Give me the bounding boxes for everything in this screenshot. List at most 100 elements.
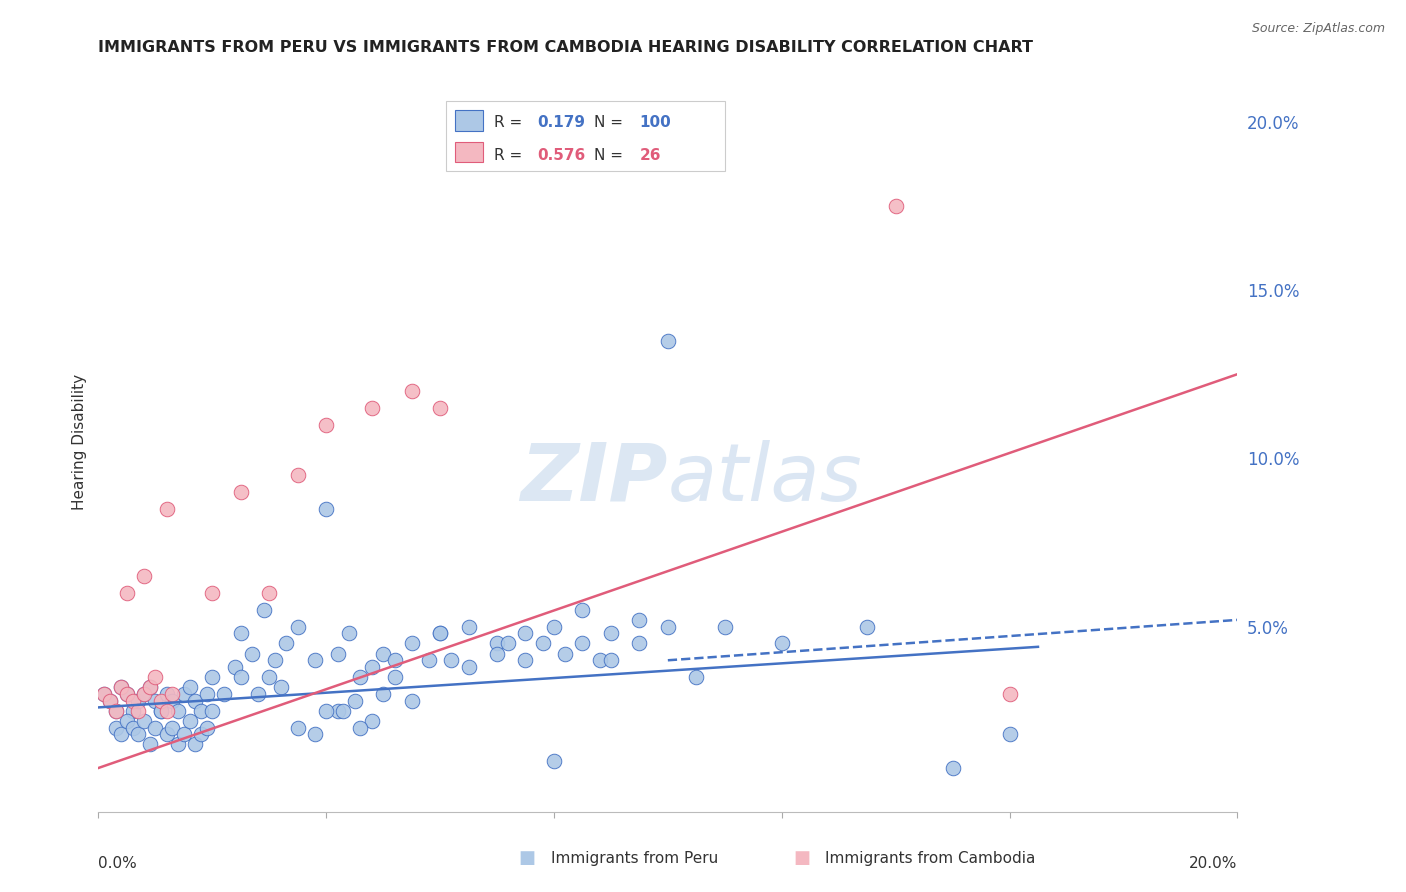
Point (429, 401, 451, 415)
Point (162, 694, 184, 708)
Point (349, 670, 371, 684)
Text: IMMIGRANTS FROM PERU VS IMMIGRANTS FROM CAMBODIA HEARING DISABILITY CORRELATION : IMMIGRANTS FROM PERU VS IMMIGRANTS FROM … (98, 40, 1033, 55)
Text: Immigrants from Peru: Immigrants from Peru (551, 851, 718, 865)
Point (401, 694, 423, 708)
Point (543, 754, 565, 768)
Point (360, 714, 382, 728)
Point (156, 501, 179, 516)
Point (150, 704, 173, 718)
Point (349, 721, 371, 735)
Point (856, 619, 879, 633)
Point (104, 704, 127, 718)
Point (884, 199, 907, 213)
Point (998, 727, 1021, 741)
Point (270, 680, 292, 694)
Point (121, 721, 143, 735)
Point (498, 636, 520, 650)
Point (373, 687, 395, 701)
Point (138, 680, 160, 694)
Point (184, 738, 207, 752)
FancyBboxPatch shape (456, 110, 484, 130)
Text: ZIP: ZIP (520, 440, 668, 517)
Point (457, 660, 479, 674)
Point (93, 687, 115, 701)
Point (326, 704, 349, 718)
Point (401, 384, 423, 398)
Point (657, 619, 679, 633)
Point (127, 727, 149, 741)
Point (259, 586, 281, 600)
Point (179, 680, 201, 694)
Point (287, 619, 309, 633)
Point (418, 653, 440, 667)
Text: N =: N = (593, 147, 627, 162)
Point (384, 670, 406, 684)
Point (195, 721, 218, 735)
Point (127, 694, 149, 708)
Point (156, 727, 179, 741)
Point (304, 653, 326, 667)
Point (685, 670, 707, 684)
Point (145, 694, 167, 708)
Point (190, 727, 212, 741)
Text: Source: ZipAtlas.com: Source: ZipAtlas.com (1251, 22, 1385, 36)
Point (212, 687, 235, 701)
Point (201, 586, 224, 600)
Point (515, 653, 537, 667)
Point (401, 636, 423, 650)
Point (600, 626, 623, 640)
Point (554, 647, 576, 661)
Point (240, 647, 263, 661)
Point (571, 603, 593, 617)
Text: ■: ■ (793, 849, 810, 867)
Point (224, 660, 246, 674)
Text: 20.0%: 20.0% (1189, 856, 1237, 871)
Point (162, 721, 184, 735)
Point (115, 687, 138, 701)
Point (998, 687, 1021, 701)
Point (93, 687, 115, 701)
Point (429, 626, 451, 640)
Point (543, 619, 565, 633)
FancyBboxPatch shape (446, 101, 725, 171)
Text: 0.0%: 0.0% (98, 856, 138, 871)
Point (173, 687, 195, 701)
Point (121, 694, 143, 708)
Point (167, 738, 190, 752)
Point (132, 687, 155, 701)
Point (195, 687, 218, 701)
Point (315, 501, 337, 516)
Point (429, 626, 451, 640)
Point (229, 626, 252, 640)
Point (657, 334, 679, 348)
Point (110, 727, 132, 741)
Point (332, 704, 354, 718)
Point (132, 687, 155, 701)
Point (942, 761, 965, 775)
Text: R =: R = (494, 147, 527, 162)
Point (145, 721, 167, 735)
Point (628, 613, 651, 627)
Point (337, 626, 360, 640)
Point (276, 636, 298, 650)
Point (132, 714, 155, 728)
Point (127, 704, 149, 718)
Point (132, 569, 155, 583)
Point (287, 468, 309, 483)
Point (201, 670, 224, 684)
Point (315, 417, 337, 432)
Text: N =: N = (593, 115, 627, 130)
Point (150, 704, 173, 718)
Text: 26: 26 (640, 147, 661, 162)
Point (588, 653, 610, 667)
Point (571, 636, 593, 650)
Point (201, 704, 224, 718)
Text: 100: 100 (640, 115, 671, 130)
Point (600, 653, 623, 667)
Point (264, 653, 287, 667)
Point (138, 680, 160, 694)
Point (190, 704, 212, 718)
Point (486, 636, 509, 650)
Point (162, 687, 184, 701)
Point (167, 704, 190, 718)
